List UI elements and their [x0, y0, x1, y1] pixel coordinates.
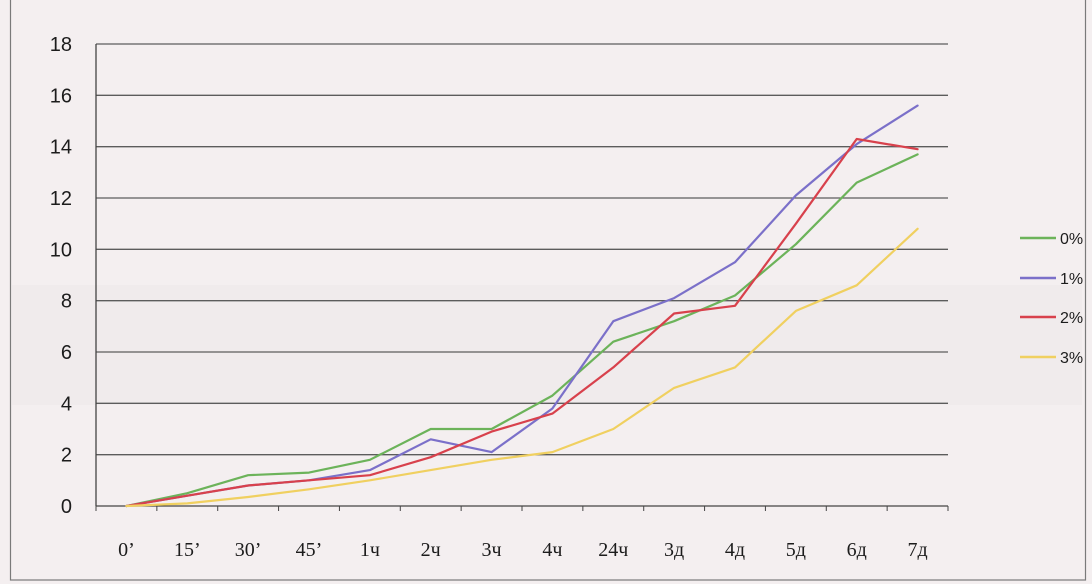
- x-tick-label: 7д: [907, 539, 927, 561]
- y-tick-label: 12: [50, 188, 72, 210]
- y-tick-label: 10: [50, 239, 72, 261]
- legend-item-1: 1%: [1020, 271, 1083, 288]
- y-tick-label: 16: [50, 85, 72, 107]
- y-tick-label: 6: [61, 342, 72, 364]
- legend-label: 1%: [1060, 271, 1083, 288]
- x-tick-label: 1ч: [360, 539, 380, 561]
- x-tick-label: 3д: [664, 539, 684, 561]
- y-tick-label: 0: [61, 496, 72, 518]
- legend-item-3: 3%: [1020, 350, 1083, 367]
- gridlines: [96, 43, 948, 456]
- x-tick-label: 15’: [174, 539, 201, 561]
- legend-label: 0%: [1060, 231, 1083, 248]
- y-tick-label: 18: [50, 34, 72, 56]
- legend-label: 3%: [1060, 350, 1083, 367]
- x-tick-label: 45’: [296, 539, 323, 561]
- x-tick-label: 4д: [725, 539, 745, 561]
- x-tick-label: 4ч: [542, 539, 562, 561]
- x-tick-label: 5д: [786, 539, 806, 561]
- legend-item-0: 0%: [1020, 231, 1083, 248]
- x-tick-label: 30’: [235, 539, 262, 561]
- scan-shading: [12, 285, 1082, 405]
- x-tick-label: 2ч: [421, 539, 441, 561]
- x-tick-label: 3ч: [482, 539, 502, 561]
- x-tick-label: 24ч: [598, 539, 628, 561]
- y-tick-label: 4: [61, 393, 72, 415]
- x-tick-label: 0’: [118, 539, 135, 561]
- legend: 0% 1% 2% 3%: [1020, 231, 1083, 367]
- y-tick-labels: 0 2 4 6 8 10 12 14 16 18: [50, 34, 72, 518]
- series-line-0: [125, 153, 919, 508]
- series-line-3: [125, 227, 919, 508]
- x-tick-labels: 0’ 15’ 30’ 45’ 1ч 2ч 3ч 4ч 24ч 3д 4д 5д 6д 7д: [118, 539, 928, 561]
- legend-label: 2%: [1060, 310, 1083, 327]
- y-tick-label: 2: [61, 445, 72, 467]
- chart-frame: [9, 0, 1087, 581]
- axes: [95, 44, 949, 511]
- x-tick-label: 6д: [847, 539, 867, 561]
- y-tick-label: 14: [50, 137, 72, 159]
- series-lines: [125, 104, 919, 508]
- series-line-2: [125, 137, 919, 508]
- y-tick-label: 8: [61, 291, 72, 313]
- legend-item-2: 2%: [1020, 310, 1083, 327]
